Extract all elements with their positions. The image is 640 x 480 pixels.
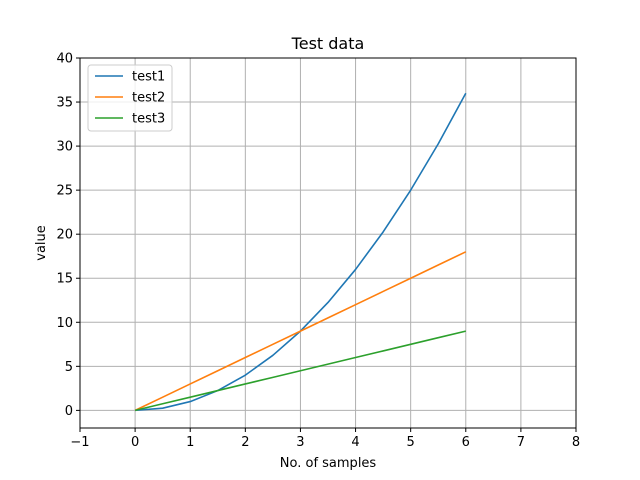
x-tick-label: 4 — [351, 435, 359, 450]
x-tick-label: 1 — [186, 435, 194, 450]
legend-label-test3: test3 — [132, 112, 165, 127]
chart-title: Test data — [291, 34, 365, 53]
y-tick-label: 10 — [56, 316, 73, 331]
series-lines — [134, 92, 467, 412]
legend-label-test1: test1 — [132, 70, 165, 85]
y-axis-ticks: 0 5 10 15 20 25 30 35 40 — [56, 52, 80, 419]
grid-lines — [79, 57, 577, 428]
x-tick-label: 0 — [131, 435, 139, 450]
x-tick-label: −1 — [70, 435, 89, 450]
legend: test1 test2 test3 — [87, 64, 173, 132]
series-line-test3 — [134, 330, 466, 412]
x-tick-label: 8 — [572, 435, 580, 450]
x-tick-label: 5 — [407, 435, 415, 450]
series-line-test2 — [134, 251, 467, 412]
y-tick-label: 35 — [56, 96, 73, 111]
x-tick-label: 3 — [296, 435, 304, 450]
x-axis-label: No. of samples — [280, 456, 377, 471]
legend-label-test2: test2 — [132, 91, 165, 106]
y-tick-label: 0 — [65, 404, 73, 419]
y-tick-label: 40 — [56, 52, 73, 67]
x-tick-label: 6 — [462, 435, 470, 450]
y-tick-label: 30 — [56, 140, 73, 155]
y-tick-label: 15 — [56, 272, 73, 287]
y-tick-label: 20 — [56, 228, 73, 243]
x-tick-label: 2 — [241, 435, 249, 450]
x-tick-label: 7 — [517, 435, 525, 450]
y-axis-label: value — [34, 225, 49, 261]
plot-frame — [79, 57, 577, 429]
legend-box — [87, 64, 173, 132]
y-tick-label: 5 — [65, 360, 73, 375]
y-tick-label: 25 — [56, 184, 73, 199]
x-axis-ticks: −1 0 1 2 3 4 5 6 7 8 — [70, 428, 580, 450]
